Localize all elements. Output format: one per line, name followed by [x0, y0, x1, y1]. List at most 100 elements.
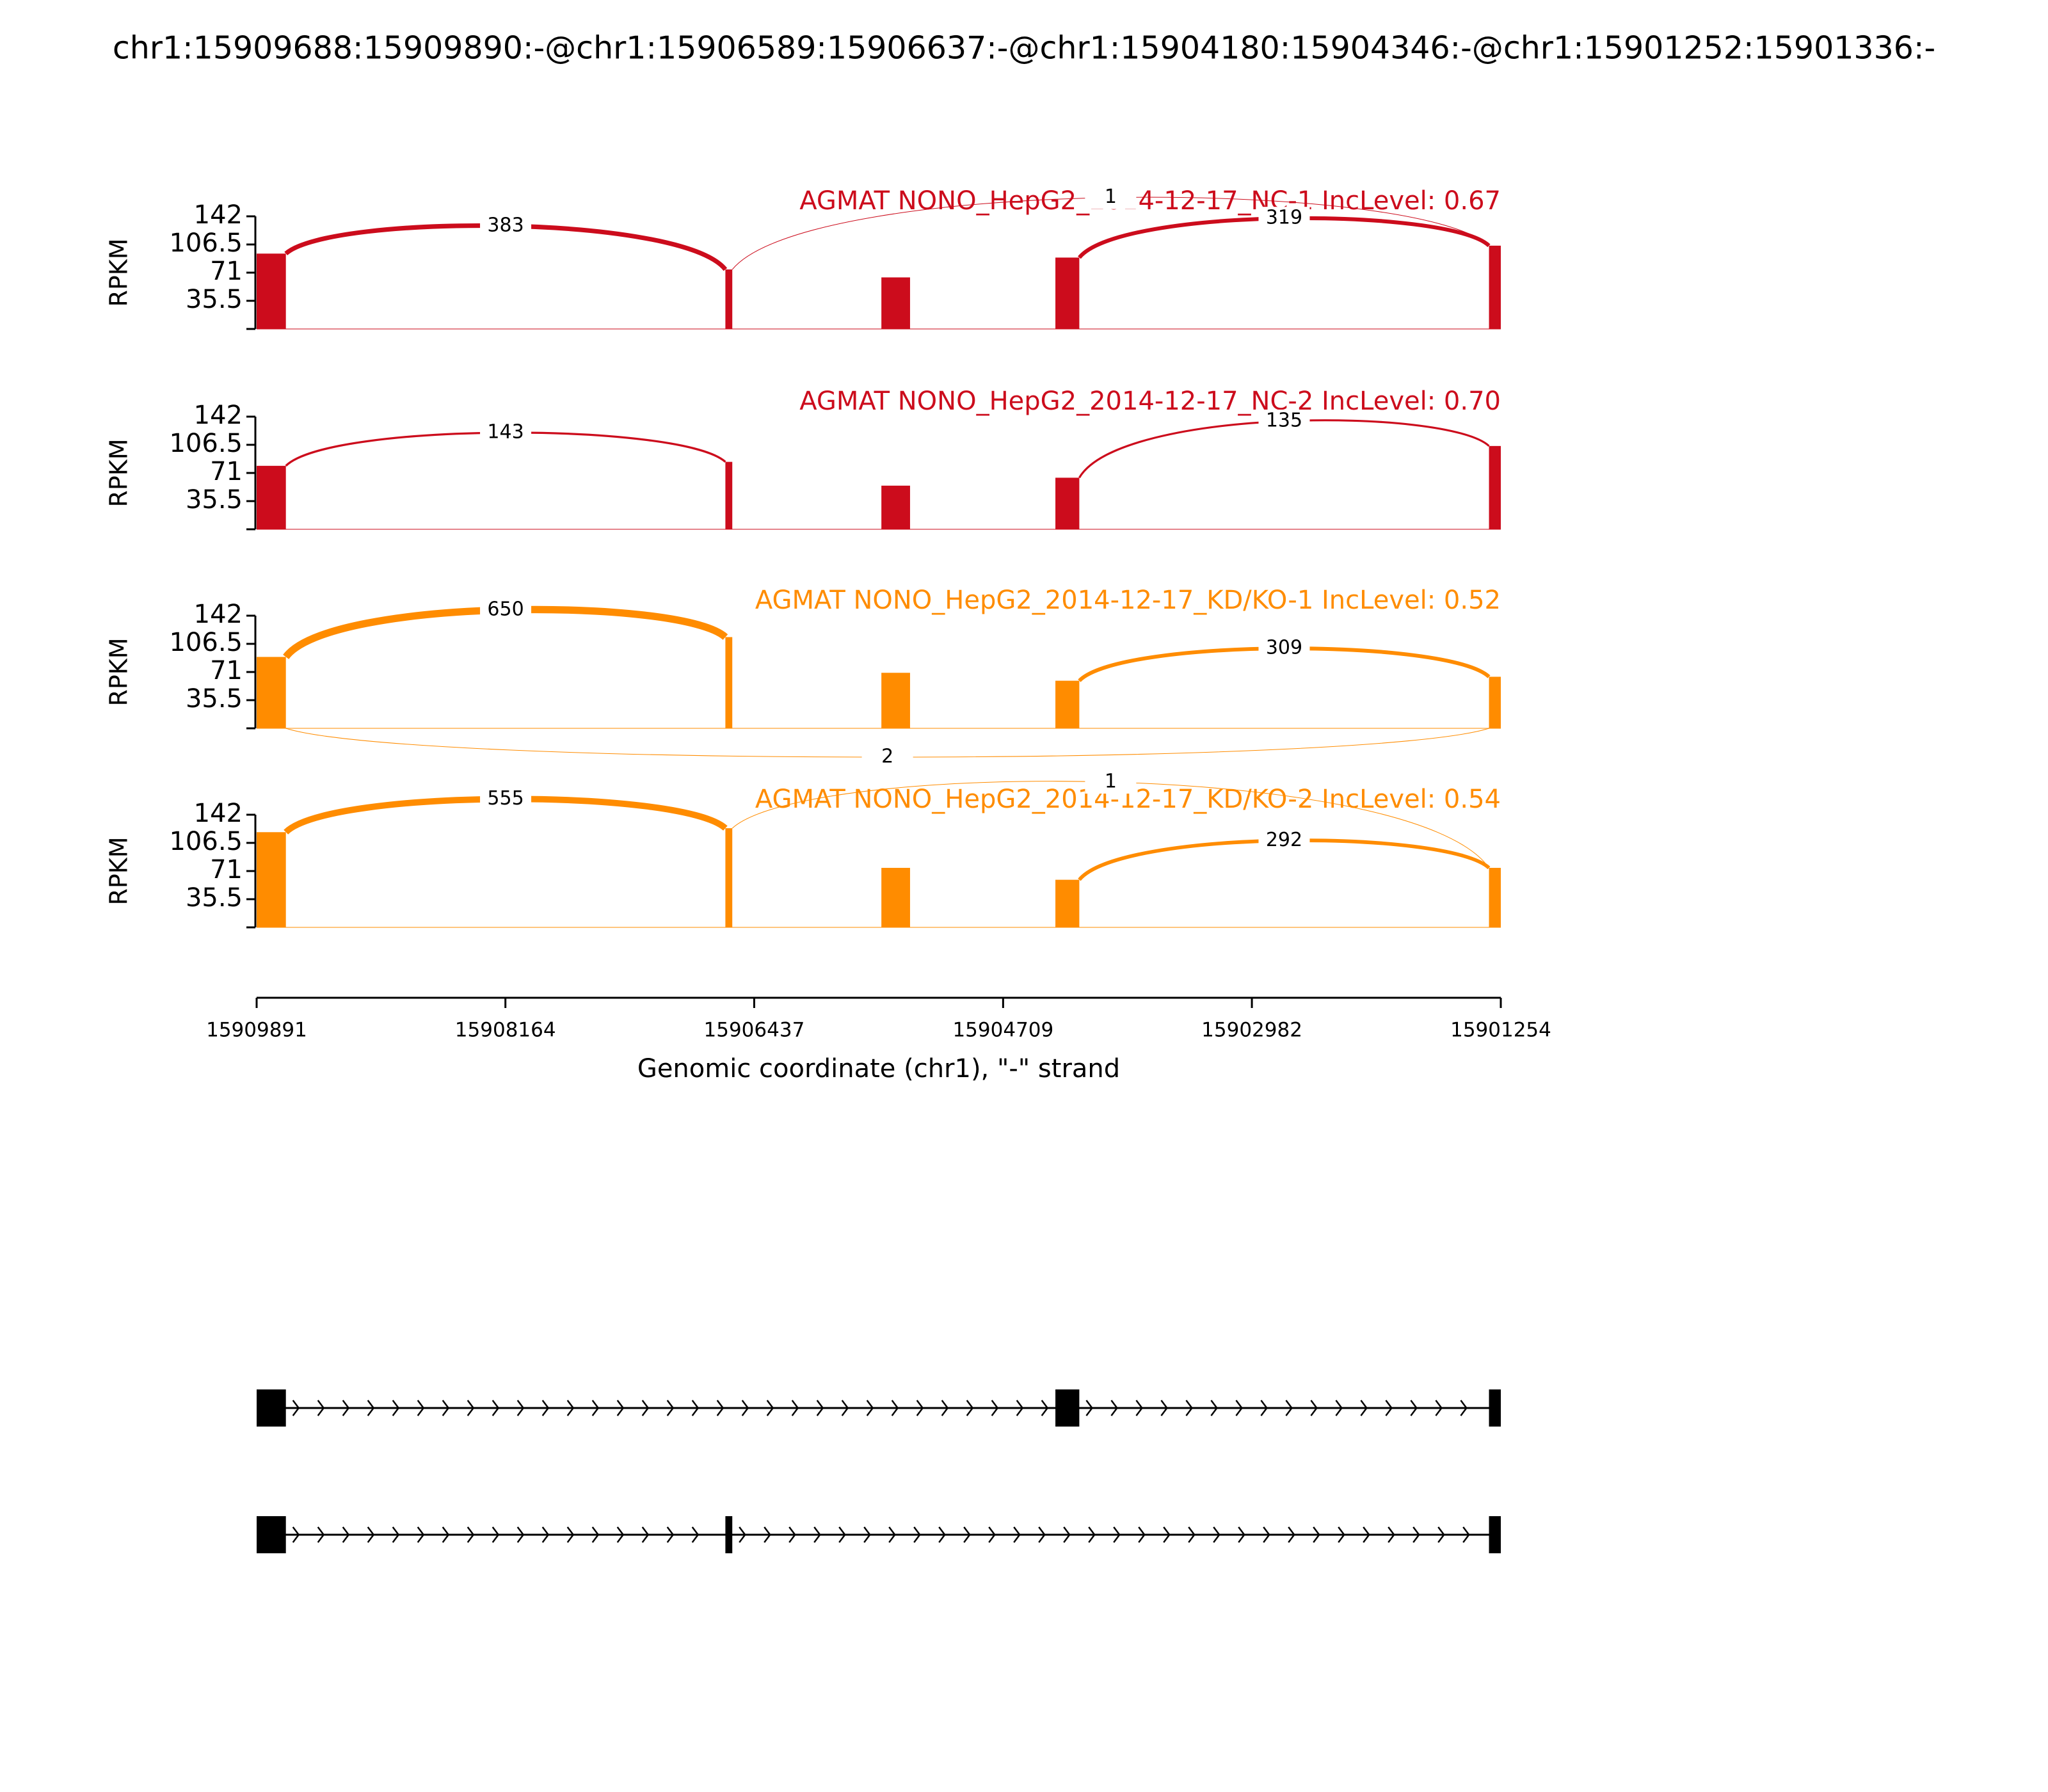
strand-chevron	[838, 1526, 846, 1543]
exon	[257, 1389, 286, 1427]
strand-chevron	[292, 1400, 300, 1416]
strand-chevron	[691, 1400, 700, 1416]
strand-chevron	[1288, 1526, 1295, 1543]
strand-chevron	[1163, 1526, 1171, 1543]
junction-label-bg	[1258, 410, 1310, 433]
exon	[257, 1516, 286, 1553]
exon	[1489, 1389, 1501, 1427]
strand-chevron	[691, 1526, 700, 1543]
chart-title: chr1:15909688:15909890:-@chr1:15906589:1…	[113, 30, 1935, 67]
strand-chevron	[716, 1400, 724, 1416]
exon	[1055, 1389, 1080, 1427]
strand-chevron	[741, 1400, 749, 1416]
y-tick-label: 106.5	[169, 827, 243, 856]
junction-label-bg	[1085, 771, 1137, 794]
strand-chevron	[1310, 1400, 1318, 1416]
strand-chevron	[1335, 1400, 1343, 1416]
strand-chevron	[1138, 1526, 1146, 1543]
strand-chevron	[442, 1400, 450, 1416]
strand-chevron	[1235, 1400, 1243, 1416]
junction-label: 555	[487, 787, 524, 810]
strand-chevron	[1210, 1400, 1218, 1416]
x-tick-label: 15909891	[206, 1019, 307, 1042]
strand-chevron	[492, 1526, 500, 1543]
y-tick-label: 106.5	[169, 429, 243, 458]
y-tick-label: 142	[194, 600, 243, 629]
y-tick-label: 71	[210, 257, 243, 286]
y-tick-label: 142	[194, 799, 243, 828]
y-tick-label: 71	[210, 656, 243, 685]
junction-label-bg	[861, 746, 913, 769]
strand-chevron	[1188, 1526, 1196, 1543]
coverage	[257, 253, 286, 329]
strand-chevron	[764, 1526, 771, 1543]
x-axis-label: Genomic coordinate (chr1), "-" strand	[637, 1054, 1120, 1084]
strand-chevron	[1388, 1526, 1395, 1543]
coverage	[725, 269, 733, 329]
junction-label: 2	[881, 746, 893, 768]
strand-chevron	[888, 1526, 896, 1543]
y-axis-label: RPKM	[105, 637, 133, 706]
strand-chevron	[841, 1400, 849, 1416]
strand-chevron	[1260, 1400, 1268, 1416]
strand-chevron	[766, 1400, 774, 1416]
strand-chevron	[1085, 1400, 1093, 1416]
junction-label-bg	[1085, 186, 1137, 209]
strand-chevron	[1213, 1526, 1220, 1543]
junction-label: 650	[487, 598, 524, 620]
strand-chevron	[616, 1400, 625, 1416]
coverage	[1489, 245, 1501, 329]
panel-title: AGMAT NONO_HepG2_2014-12-17_NC-2 IncLeve…	[799, 387, 1501, 416]
junction-label: 143	[487, 421, 524, 444]
strand-chevron	[367, 1526, 375, 1543]
strand-chevron	[1410, 1400, 1418, 1416]
junction-label-bg	[1258, 829, 1310, 852]
strand-chevron	[666, 1526, 675, 1543]
strand-chevron	[1041, 1400, 1049, 1416]
junction-label: 383	[487, 214, 524, 236]
x-tick-label: 15901254	[1450, 1019, 1551, 1042]
coverage	[725, 461, 733, 529]
junction-label: 319	[1266, 207, 1302, 229]
strand-chevron	[1435, 1400, 1443, 1416]
y-axis-label: RPKM	[105, 238, 133, 307]
strand-chevron	[1313, 1526, 1320, 1543]
strand-chevron	[492, 1400, 500, 1416]
coverage	[881, 673, 910, 728]
junction-label-bg	[480, 214, 532, 237]
strand-chevron	[392, 1526, 400, 1543]
y-tick-label: 35.5	[186, 883, 243, 913]
panel-title: AGMAT NONO_HepG2_2014-12-17_NC-1 IncLeve…	[799, 186, 1501, 216]
coverage	[257, 832, 286, 927]
coverage	[1055, 477, 1080, 529]
strand-chevron	[966, 1400, 974, 1416]
junction-label-bg	[1258, 637, 1310, 660]
strand-chevron	[641, 1526, 650, 1543]
y-tick-label: 106.5	[169, 228, 243, 258]
exon	[1489, 1516, 1501, 1553]
strand-chevron	[788, 1526, 796, 1543]
strand-chevron	[367, 1400, 375, 1416]
strand-chevron	[342, 1400, 350, 1416]
strand-chevron	[641, 1400, 650, 1416]
strand-chevron	[1462, 1526, 1470, 1543]
junction-label-bg	[480, 421, 532, 445]
strand-chevron	[292, 1526, 300, 1543]
strand-chevron	[1437, 1526, 1445, 1543]
junction-label: 135	[1266, 410, 1302, 432]
coverage	[1055, 680, 1080, 728]
strand-chevron	[591, 1526, 600, 1543]
y-tick-label: 142	[194, 200, 243, 230]
strand-chevron	[816, 1400, 824, 1416]
strand-chevron	[1185, 1400, 1193, 1416]
strand-chevron	[516, 1400, 525, 1416]
coverage	[881, 277, 910, 329]
coverage	[257, 657, 286, 728]
y-tick-label: 106.5	[169, 628, 243, 657]
junction-label: 1	[1105, 186, 1117, 208]
y-tick-label: 142	[194, 401, 243, 430]
strand-chevron	[1412, 1526, 1420, 1543]
strand-chevron	[938, 1526, 946, 1543]
strand-chevron	[591, 1400, 600, 1416]
exon	[725, 1516, 733, 1553]
